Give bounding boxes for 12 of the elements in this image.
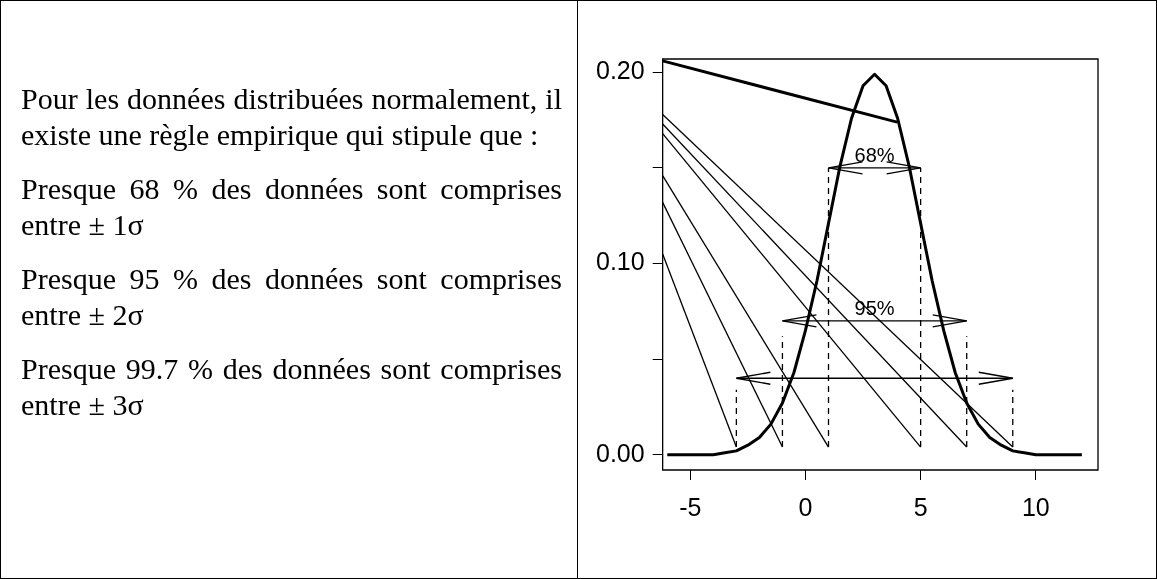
text: Presque 95 % des données sont comprises entre ± 2σ [21,261,562,333]
y-tick-label: 0.00 [595,438,645,467]
text: Pour les données distribuées normalement, il existe une règle empirique qui stipule que : [21,81,562,153]
y-tick-label: 0.10 [595,247,645,276]
x-tick-label: 5 [913,492,928,521]
text: Presque 99.7 % des données sont comprises entre ± 3σ [21,351,562,423]
y-tick-label: 0.20 [595,56,645,85]
x-tick-label: 10 [1021,492,1050,521]
text: Presque 68 % des données sont comprises entre ± 1σ [21,171,562,243]
annotation: 68% [854,144,895,167]
x-tick-label: 0 [798,492,813,521]
x-tick-label: -5 [679,492,702,521]
